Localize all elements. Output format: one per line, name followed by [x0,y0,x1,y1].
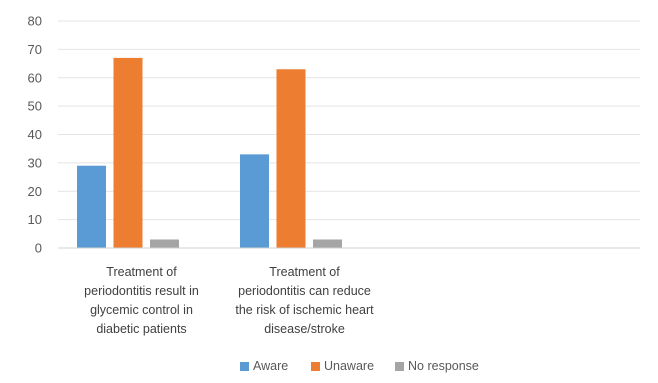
bar-unaware [113,57,143,249]
legend: Aware Unaware No response [240,359,479,373]
legend-swatch [395,362,404,371]
y-axis-ticks: 0 10 20 30 40 50 60 70 80 [28,14,42,256]
category-label-line: disease/stroke [264,322,345,336]
category-label-line: periodontitis can reduce [238,284,371,298]
bar-aware [240,154,269,248]
gridlines [58,20,640,221]
bar-aware [77,165,106,248]
y-tick-label: 70 [28,42,42,57]
category-label-line: Treatment of [106,265,177,279]
bar-unaware [276,69,306,248]
bars [77,57,342,249]
category-label-line: periodontitis result in [84,284,199,298]
x-axis-categories: Treatment of periodontitis result in glyce… [84,265,374,336]
legend-label: Aware [253,359,288,373]
category-label-line: Treatment of [269,265,340,279]
legend-swatch [311,362,320,371]
y-tick-label: 80 [28,14,42,29]
bar-no-response [150,239,179,248]
category-label-line: the risk of ischemic heart [235,303,374,317]
y-tick-label: 20 [28,184,42,199]
y-tick-label: 0 [35,241,42,256]
category-label-line: glycemic control in [90,303,193,317]
legend-label: Unaware [324,359,374,373]
y-tick-label: 40 [28,127,42,142]
y-tick-label: 60 [28,70,42,85]
category-label-line: diabetic patients [96,322,186,336]
y-tick-label: 10 [28,212,42,227]
legend-swatch [240,362,249,371]
bar-no-response [313,239,342,248]
y-tick-label: 30 [28,155,42,170]
legend-label: No response [408,359,479,373]
y-tick-label: 50 [28,99,42,114]
